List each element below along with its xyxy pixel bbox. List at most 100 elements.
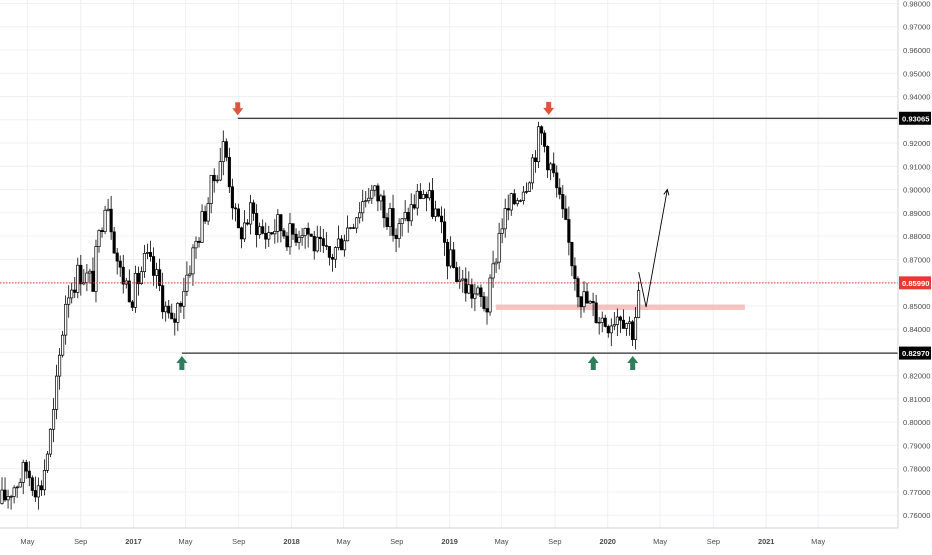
candle-body — [203, 211, 207, 222]
candle-body — [382, 195, 386, 219]
candle-body — [18, 482, 22, 488]
price-tick-label: 0.76000 — [903, 511, 930, 520]
candle-body — [355, 217, 359, 229]
candle-body — [45, 453, 50, 471]
candle-body — [603, 317, 607, 327]
candle-body — [321, 238, 325, 246]
candle-body — [421, 194, 425, 199]
candle-body — [158, 269, 162, 287]
candle-body — [512, 193, 516, 205]
candle-body — [58, 354, 62, 377]
candle-body — [530, 157, 535, 184]
candle-body — [33, 490, 37, 498]
price-label-resistance[interactable] — [899, 111, 931, 125]
candle-body — [503, 208, 507, 230]
candle-body — [227, 156, 231, 188]
candle-body — [346, 227, 350, 242]
price-tick-label: 0.90000 — [903, 186, 930, 195]
arrow-up-icon — [627, 355, 639, 370]
candle-body — [630, 321, 635, 340]
candle-body — [233, 207, 237, 210]
candle-body — [182, 290, 186, 307]
candle-body — [576, 278, 580, 298]
candle-body — [449, 249, 453, 267]
candle-body — [618, 316, 622, 321]
candle-body — [249, 202, 253, 225]
candle-body — [76, 264, 80, 293]
price-label-current[interactable] — [899, 276, 931, 290]
candle-body — [133, 273, 137, 308]
time-tick-label: Sep — [707, 537, 720, 546]
price-tick-label: 0.92000 — [903, 139, 930, 148]
candle-body — [352, 227, 356, 229]
candle-body — [94, 246, 98, 292]
candle-body — [145, 252, 150, 254]
price-tick-label: 0.95000 — [903, 69, 930, 78]
candle-body — [73, 289, 77, 293]
candle-body — [594, 302, 598, 324]
candle-body — [21, 462, 25, 483]
candle-body — [327, 246, 331, 258]
price-label-current-text: 0.85990 — [902, 279, 929, 288]
candle-body — [524, 191, 528, 193]
time-axis[interactable]: May Sep 2017 May Sep 2018 May Sep 2019 May Sep 2020… — [0, 527, 898, 546]
candle-body — [100, 230, 104, 232]
candle-body — [615, 316, 619, 325]
candle-body — [239, 227, 244, 240]
candle-body — [152, 256, 156, 276]
price-label-resistance-text: 0.93065 — [902, 114, 930, 123]
candle-body — [476, 287, 480, 295]
candle-body — [139, 271, 143, 285]
candle-body — [330, 257, 334, 260]
price-tick-label: 0.78000 — [903, 465, 930, 474]
candle-body — [379, 195, 383, 202]
candle-body — [291, 223, 295, 235]
price-label-support[interactable] — [899, 346, 931, 360]
candle-body — [491, 263, 495, 279]
candle-body — [51, 409, 56, 430]
candle-body — [585, 291, 589, 304]
candle-body — [315, 236, 319, 252]
price-tick-label: 0.87000 — [903, 255, 930, 264]
price-axis[interactable]: 0.76000 0.77000 0.78000 0.79000 0.80000 0.810… — [897, 0, 931, 528]
candle-body — [430, 190, 434, 217]
candle-body — [394, 234, 398, 239]
candle-body — [473, 293, 477, 299]
candle-body — [85, 272, 89, 284]
candle-body — [339, 238, 344, 251]
candle-body — [142, 253, 147, 272]
candle-body — [55, 375, 59, 410]
candle-body — [546, 146, 550, 171]
candle-body — [427, 190, 431, 199]
support-zone-layer — [495, 304, 745, 311]
candle-body — [446, 242, 450, 267]
candle-body — [270, 232, 274, 235]
candle-body — [103, 209, 107, 232]
candle-body — [342, 240, 347, 251]
candle-body — [464, 278, 468, 294]
candle-body — [67, 297, 71, 305]
support-zone — [495, 304, 745, 311]
candle-body — [230, 186, 234, 209]
projection-arrowhead — [663, 188, 670, 196]
candle-body — [312, 235, 316, 252]
time-tick-label: Sep — [232, 537, 245, 546]
candle-body — [127, 280, 131, 303]
price-tick-label: 0.81000 — [903, 395, 930, 404]
arrow-up-icon — [587, 355, 599, 370]
candle-body — [255, 213, 259, 236]
candle-body — [509, 193, 513, 211]
candle-body — [3, 489, 7, 501]
candle-body — [36, 485, 40, 498]
candle-body — [155, 269, 159, 276]
time-tick-label: Sep — [548, 537, 561, 546]
candle-body — [252, 202, 256, 214]
candle-body — [148, 252, 153, 257]
candle-body — [224, 141, 228, 158]
candle-body — [391, 208, 395, 236]
candle-body — [506, 208, 510, 211]
price-tick-label: 0.96000 — [903, 46, 930, 55]
candle-body — [412, 204, 416, 209]
